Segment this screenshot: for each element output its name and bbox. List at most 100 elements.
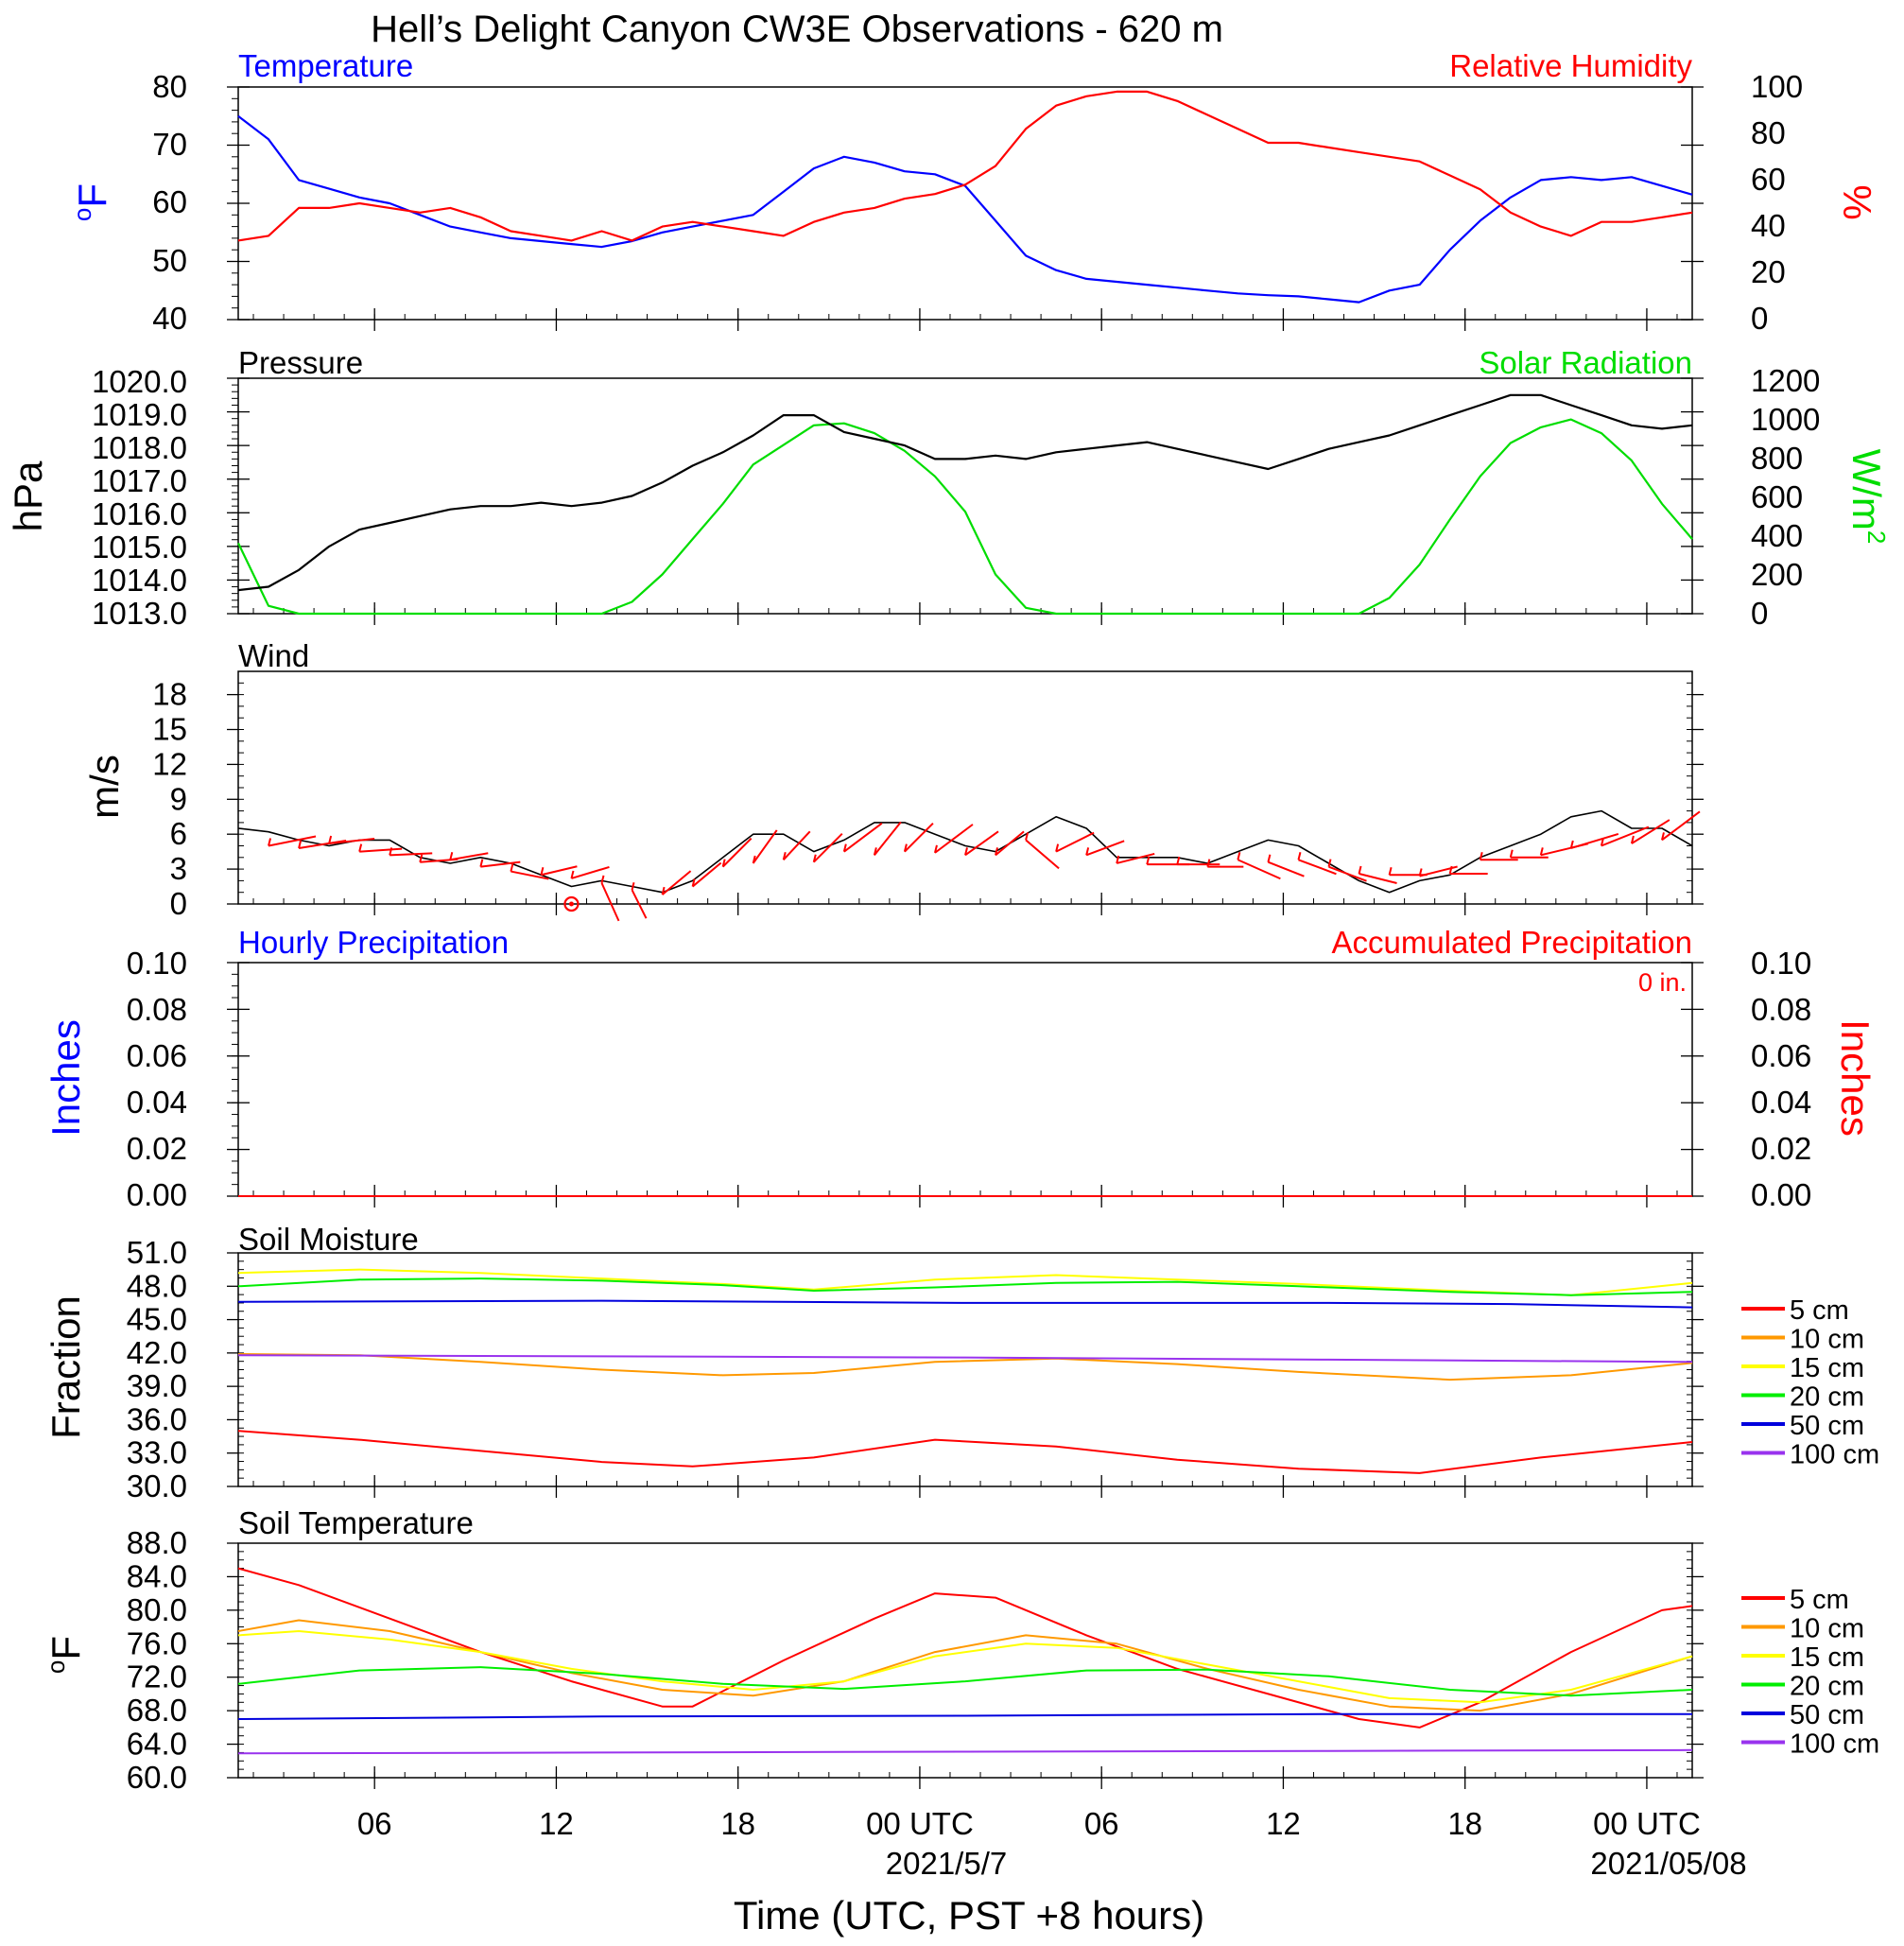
- wind-barb: [1268, 860, 1305, 877]
- series-50-cm: [237, 1712, 1692, 1720]
- wind-barb-flag: [1146, 856, 1151, 865]
- ytick-label: 0.06: [127, 1038, 187, 1073]
- wind-barb: [631, 889, 648, 919]
- wind-barb-flag: [1025, 832, 1030, 841]
- wind-barb: [1085, 840, 1125, 857]
- series-100-cm: [237, 1354, 1693, 1364]
- wind-barb-flag: [419, 854, 424, 862]
- ytick-label: 9: [170, 781, 187, 816]
- ytick-label: 33.0: [127, 1435, 187, 1470]
- series-20-cm: [237, 1666, 1693, 1697]
- wind-barb: [661, 870, 692, 895]
- xtick-label: 18: [1447, 1806, 1482, 1841]
- wind-barb: [1328, 865, 1367, 882]
- wind-barb: [1055, 831, 1095, 853]
- legend-label: 20 cm: [1790, 1672, 1864, 1702]
- ytick-label: 80: [1751, 115, 1786, 150]
- wind-barb: [268, 835, 317, 847]
- pressure-axis-ticks: 1013.0 1014.0 1015.0 1016.0 1017.0 1018.…: [92, 364, 187, 631]
- ytick-label: 60: [1751, 162, 1786, 197]
- wind-barb-flag: [873, 847, 877, 856]
- wind-barb-flag: [449, 852, 454, 860]
- wind-barb-flag: [1418, 868, 1423, 877]
- x-axis-labels: 06 12 18 00 UTC 06 12 18 00 UTC: [357, 1806, 1701, 1841]
- panel-pressure-solar: Pressure Solar Radiation hPa W/m2 1013.0…: [6, 345, 1891, 631]
- panel-title-hourly-precipitation: Hourly Precipitation: [238, 925, 509, 960]
- wind-barb: [752, 829, 778, 864]
- wind-barb: [783, 830, 811, 860]
- wind-barb: [1116, 852, 1155, 864]
- ytick-label: 1000: [1751, 402, 1820, 437]
- wind-barb-flag: [995, 847, 999, 856]
- legend-label: 50 cm: [1790, 1700, 1864, 1730]
- ytick-label: 1016.0: [92, 496, 187, 531]
- ylabel-solar: W/m2: [1844, 449, 1891, 545]
- wind-barb-flag: [510, 863, 514, 872]
- wind-barb: [1661, 810, 1701, 842]
- wind-barb-flag: [903, 843, 908, 852]
- series-15-cm: [237, 1630, 1693, 1704]
- accumulated-total-label: 0 in.: [1638, 968, 1687, 997]
- ytick-label: 1019.0: [92, 397, 187, 432]
- plot-area-soil-temperature: 60.064.068.072.076.080.084.088.0: [127, 1525, 1704, 1795]
- plot-area-precipitation: [227, 962, 1704, 1208]
- ylabel-soil-moisture: Fraction: [43, 1295, 88, 1439]
- wind-barb: [1359, 873, 1397, 884]
- ytick-label: 0: [1751, 301, 1768, 336]
- wind-barb-flag: [570, 870, 575, 879]
- ytick-label: 40: [152, 301, 187, 336]
- wind-barb: [1631, 819, 1670, 844]
- wind-barb-flag: [812, 854, 817, 862]
- wind-barb-flag: [328, 835, 333, 844]
- wind-barb: [329, 838, 375, 845]
- wind-barb-flag: [1600, 838, 1604, 846]
- xtick-label: 12: [1266, 1806, 1301, 1841]
- panel-title-accumulated-precipitation: Accumulated Precipitation: [1331, 925, 1692, 960]
- wind-barb: [843, 822, 883, 853]
- wind-barb: [874, 821, 902, 856]
- ytick-label: 40: [1751, 208, 1786, 243]
- hourly-precip-axis-ticks: 0.00 0.02 0.04 0.06 0.08 0.10: [127, 946, 187, 1212]
- wind-barb-flag: [782, 852, 787, 860]
- ytick-label: 0.00: [127, 1177, 187, 1212]
- wind-barb: [571, 865, 610, 879]
- legend-label: 10 cm: [1790, 1614, 1864, 1644]
- panel-temperature-humidity: Temperature Relative Humidity oF % 40 50…: [68, 48, 1879, 336]
- ylabel-soil-temperature: oF: [42, 1636, 88, 1674]
- legend-label: 20 cm: [1790, 1382, 1864, 1413]
- ylabel-accum-precip: Inches: [1833, 1019, 1878, 1137]
- series-15-cm: [237, 1268, 1693, 1296]
- wind-barb-flag: [1237, 852, 1241, 860]
- ytick-label: 60.0: [127, 1760, 187, 1795]
- series-relative-humidity: [237, 90, 1693, 242]
- panel-title-pressure: Pressure: [238, 345, 363, 380]
- series-100-cm: [237, 1748, 1693, 1755]
- ytick-label: 88.0: [127, 1525, 187, 1560]
- wind-barb: [1298, 859, 1337, 876]
- ytick-label: 80: [152, 69, 187, 104]
- ytick-label: 12: [152, 746, 187, 781]
- wind-barb-flag: [1660, 832, 1665, 841]
- ylabel-wind: m/s: [82, 755, 127, 819]
- series-10-cm: [237, 1353, 1693, 1381]
- legend-label: 100 cm: [1790, 1440, 1879, 1470]
- ytick-label: 76.0: [127, 1625, 187, 1660]
- series-wind-speed: [237, 809, 1693, 894]
- series-5-cm: [237, 1430, 1693, 1474]
- wind-barb: [1237, 859, 1281, 880]
- legend-label: 5 cm: [1790, 1295, 1849, 1326]
- ytick-label: 50: [152, 243, 187, 278]
- panel-precipitation: Hourly Precipitation Accumulated Precipi…: [43, 925, 1878, 1212]
- wind-barb-flag: [964, 847, 968, 856]
- ylabel-hourly-precip: Inches: [43, 1019, 88, 1137]
- humidity-axis-ticks: 0 20 40 60 80 100: [1751, 69, 1803, 336]
- ytick-label: 1018.0: [92, 430, 187, 465]
- panel-title-soil-temperature: Soil Temperature: [238, 1505, 474, 1540]
- xtick-label: 00 UTC: [1593, 1806, 1701, 1841]
- wind-barb: [1570, 833, 1619, 849]
- wind-barb: [964, 830, 999, 857]
- ytick-label: 0.00: [1751, 1177, 1811, 1212]
- ylabel-temperature: oF: [68, 183, 114, 221]
- panel-soil-temperature: Soil Temperature oF 60.064.068.072.076.0…: [42, 1505, 1879, 1795]
